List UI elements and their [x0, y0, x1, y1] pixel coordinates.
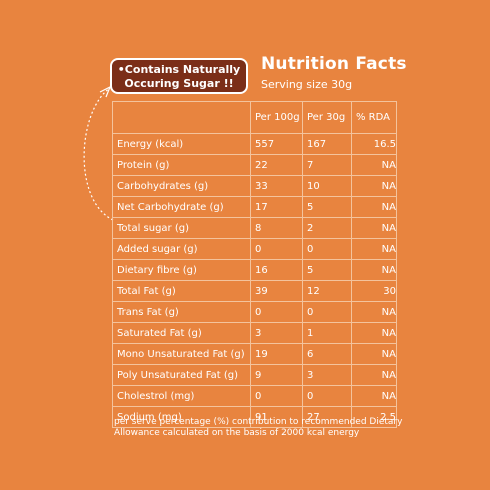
rda-value: NA — [351, 154, 397, 176]
nutrient-name: Protein (g) — [112, 154, 251, 176]
per-100g-value: 39 — [250, 280, 303, 302]
rda-value: NA — [351, 364, 397, 386]
nutrient-name: Net Carbohydrate (g) — [112, 196, 251, 218]
nutrient-name: Cholestrol (mg) — [112, 385, 251, 407]
per-100g-value: 0 — [250, 301, 303, 323]
per-30g-value: 1 — [302, 322, 352, 344]
per-100g-value: 19 — [250, 343, 303, 365]
serving-size: Serving size 30g — [261, 78, 353, 91]
per-100g-value: 557 — [250, 133, 303, 155]
nutrient-name: Total Fat (g) — [112, 280, 251, 302]
nutrient-name: Mono Unsaturated Fat (g) — [112, 343, 251, 365]
table-row: Total sugar (g) 8 2 NA — [112, 217, 397, 239]
callout-line-2: Occuring Sugar !! — [124, 77, 234, 90]
table-row: Sodium (mg) 91 27 2.5 — [112, 406, 397, 428]
per-30g-value: 0 — [302, 238, 352, 260]
nutrition-table: Per 100g Per 30g% RDA Energy (kcal) 557 167 1… — [112, 101, 397, 428]
table-row: Total Fat (g) 39 12 30 — [112, 280, 397, 302]
nutrient-name: Carbohydrates (g) — [112, 175, 251, 197]
table-row: Cholestrol (mg) 0 0 NA — [112, 385, 397, 407]
per-100g-value: 22 — [250, 154, 303, 176]
table-row: Saturated Fat (g) 3 1 NA — [112, 322, 397, 344]
rda-value: 2.5 — [351, 406, 397, 428]
per-30g-value: 6 — [302, 343, 352, 365]
rda-value: NA — [351, 301, 397, 323]
column-header: Per 30g — [302, 101, 352, 134]
nutrient-name: Energy (kcal) — [112, 133, 251, 155]
column-header: Per 100g — [250, 101, 303, 134]
per-100g-value: 17 — [250, 196, 303, 218]
table-row: Added sugar (g) 0 0 NA — [112, 238, 397, 260]
footnote: per serve percentage (%) contribution to… — [114, 417, 403, 438]
rda-value: NA — [351, 385, 397, 407]
table-row: Trans Fat (g) 0 0 NA — [112, 301, 397, 323]
per-30g-value: 27 — [302, 406, 352, 428]
table-row: Poly Unsaturated Fat (g) 9 3 NA — [112, 364, 397, 386]
per-30g-value: 12 — [302, 280, 352, 302]
table-row: Carbohydrates (g) 33 10 NA — [112, 175, 397, 197]
page-title: Nutrition Facts — [261, 54, 407, 74]
nutrient-name: Trans Fat (g) — [112, 301, 251, 323]
rda-value: NA — [351, 196, 397, 218]
per-30g-value: 0 — [302, 385, 352, 407]
nutrient-name: Sodium (mg) — [112, 406, 251, 428]
table-row: Net Carbohydrate (g) 17 5 NA — [112, 196, 397, 218]
sugar-callout: •Contains Naturally Occuring Sugar !! — [110, 58, 248, 94]
rda-value: 16.5 — [351, 133, 397, 155]
per-30g-value: 5 — [302, 259, 352, 281]
per-100g-value: 0 — [250, 238, 303, 260]
nutrient-name: Dietary fibre (g) — [112, 259, 251, 281]
per-30g-value: 2 — [302, 217, 352, 239]
rda-value: NA — [351, 238, 397, 260]
per-100g-value: 16 — [250, 259, 303, 281]
rda-value: NA — [351, 322, 397, 344]
per-30g-value: 10 — [302, 175, 352, 197]
rda-value: NA — [351, 343, 397, 365]
nutrient-name: Poly Unsaturated Fat (g) — [112, 364, 251, 386]
per-100g-value: 3 — [250, 322, 303, 344]
per-30g-value: 5 — [302, 196, 352, 218]
per-30g-value: 167 — [302, 133, 352, 155]
per-100g-value: 8 — [250, 217, 303, 239]
per-30g-value: 7 — [302, 154, 352, 176]
per-100g-value: 9 — [250, 364, 303, 386]
table-row: Energy (kcal) 557 167 16.5 — [112, 133, 397, 155]
table-row: Dietary fibre (g) 16 5 NA — [112, 259, 397, 281]
nutrient-name: Added sugar (g) — [112, 238, 251, 260]
per-100g-value: 33 — [250, 175, 303, 197]
column-header — [112, 101, 251, 134]
table-header-row: Per 100g Per 30g% RDA — [112, 101, 397, 134]
column-header: % RDA — [351, 101, 397, 134]
table-row: Mono Unsaturated Fat (g) 19 6 NA — [112, 343, 397, 365]
table-row: Protein (g) 22 7 NA — [112, 154, 397, 176]
rda-value: 30 — [351, 280, 397, 302]
rda-value: NA — [351, 175, 397, 197]
per-30g-value: 3 — [302, 364, 352, 386]
callout-line-1: •Contains Naturally — [117, 63, 241, 76]
nutrient-name: Total sugar (g) — [112, 217, 251, 239]
per-100g-value: 0 — [250, 385, 303, 407]
per-30g-value: 0 — [302, 301, 352, 323]
rda-value: NA — [351, 259, 397, 281]
rda-value: NA — [351, 217, 397, 239]
nutrient-name: Saturated Fat (g) — [112, 322, 251, 344]
